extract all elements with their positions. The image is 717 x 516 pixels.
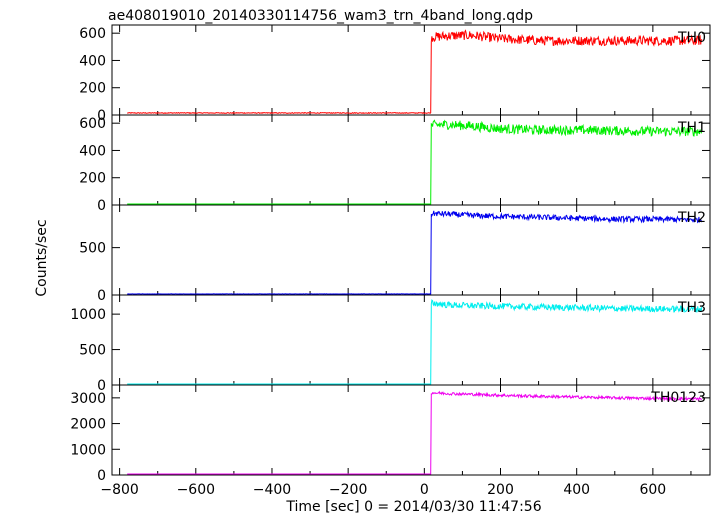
y-tick-label-th0-400: 400 [79, 53, 106, 69]
y-tick-label-th0123-0: 0 [97, 468, 106, 484]
x-tick-label--800: −800 [100, 482, 138, 498]
panel-th1: 0 200 400 600 TH1 [79, 114, 711, 214]
y-tick-label-th0123-2000: 2000 [70, 417, 106, 433]
y-tick-label-th1-400: 400 [79, 143, 106, 159]
panel-th0123: 0 1000 2000 3000 TH0123 [70, 384, 711, 484]
y-tick-label-th0123-3000: 3000 [70, 391, 106, 407]
panel-th3: 0 500 1000 TH3 [70, 294, 711, 394]
y-tick-label-th3-1000: 1000 [70, 307, 106, 323]
series-name-th0123: TH0123 [650, 390, 706, 406]
panel-th2: 0 500 TH2 [79, 204, 711, 304]
x-tick-label--600: −600 [177, 482, 215, 498]
y-tick-label-th3-500: 500 [79, 343, 106, 359]
chart-title: ae408019010_20140330114756_wam3_trn_4ban… [108, 8, 533, 24]
x-axis-label: Time [sec] 0 = 2014/03/30 11:47:56 [285, 499, 541, 515]
y-tick-label-th1-600: 600 [79, 116, 106, 132]
series-name-th0: TH0 [677, 30, 706, 46]
x-tick-label-0: 0 [420, 482, 429, 498]
y-tick-label-th0-0: 0 [97, 108, 106, 124]
x-tick-label-200: 200 [487, 482, 514, 498]
panel-frame-th0123 [111, 384, 711, 476]
plot-panels: 0 200 400 600 TH0 0 200 400 600 TH1 0 500 TH2 0 500 100… [70, 24, 711, 498]
x-tick-label--400: −400 [253, 482, 291, 498]
y-tick-label-th0-200: 200 [79, 81, 106, 97]
y-tick-label-th1-200: 200 [79, 171, 106, 187]
panel-th0: 0 200 400 600 TH0 [79, 24, 711, 124]
series-line-th0 [126, 29, 703, 114]
y-axis-label: Counts/sec [34, 219, 50, 296]
series-line-th0123 [127, 390, 702, 475]
y-tick-label-th2-0: 0 [97, 288, 106, 304]
series-name-th1: TH1 [677, 120, 706, 136]
series-line-th3 [127, 299, 703, 385]
y-tick-label-th0123-1000: 1000 [70, 442, 106, 458]
x-tick-label--200: −200 [329, 482, 367, 498]
series-line-th1 [127, 119, 703, 205]
series-name-th2: TH2 [677, 210, 706, 226]
series-line-th2 [127, 210, 703, 295]
y-tick-label-th2-500: 500 [79, 241, 106, 257]
y-tick-label-th1-0: 0 [97, 198, 106, 214]
x-tick-label-600: 600 [639, 482, 666, 498]
series-name-th3: TH3 [677, 300, 706, 316]
y-tick-label-th3-0: 0 [97, 378, 106, 394]
x-tick-label-400: 400 [563, 482, 590, 498]
y-tick-label-th0-600: 600 [79, 26, 106, 42]
